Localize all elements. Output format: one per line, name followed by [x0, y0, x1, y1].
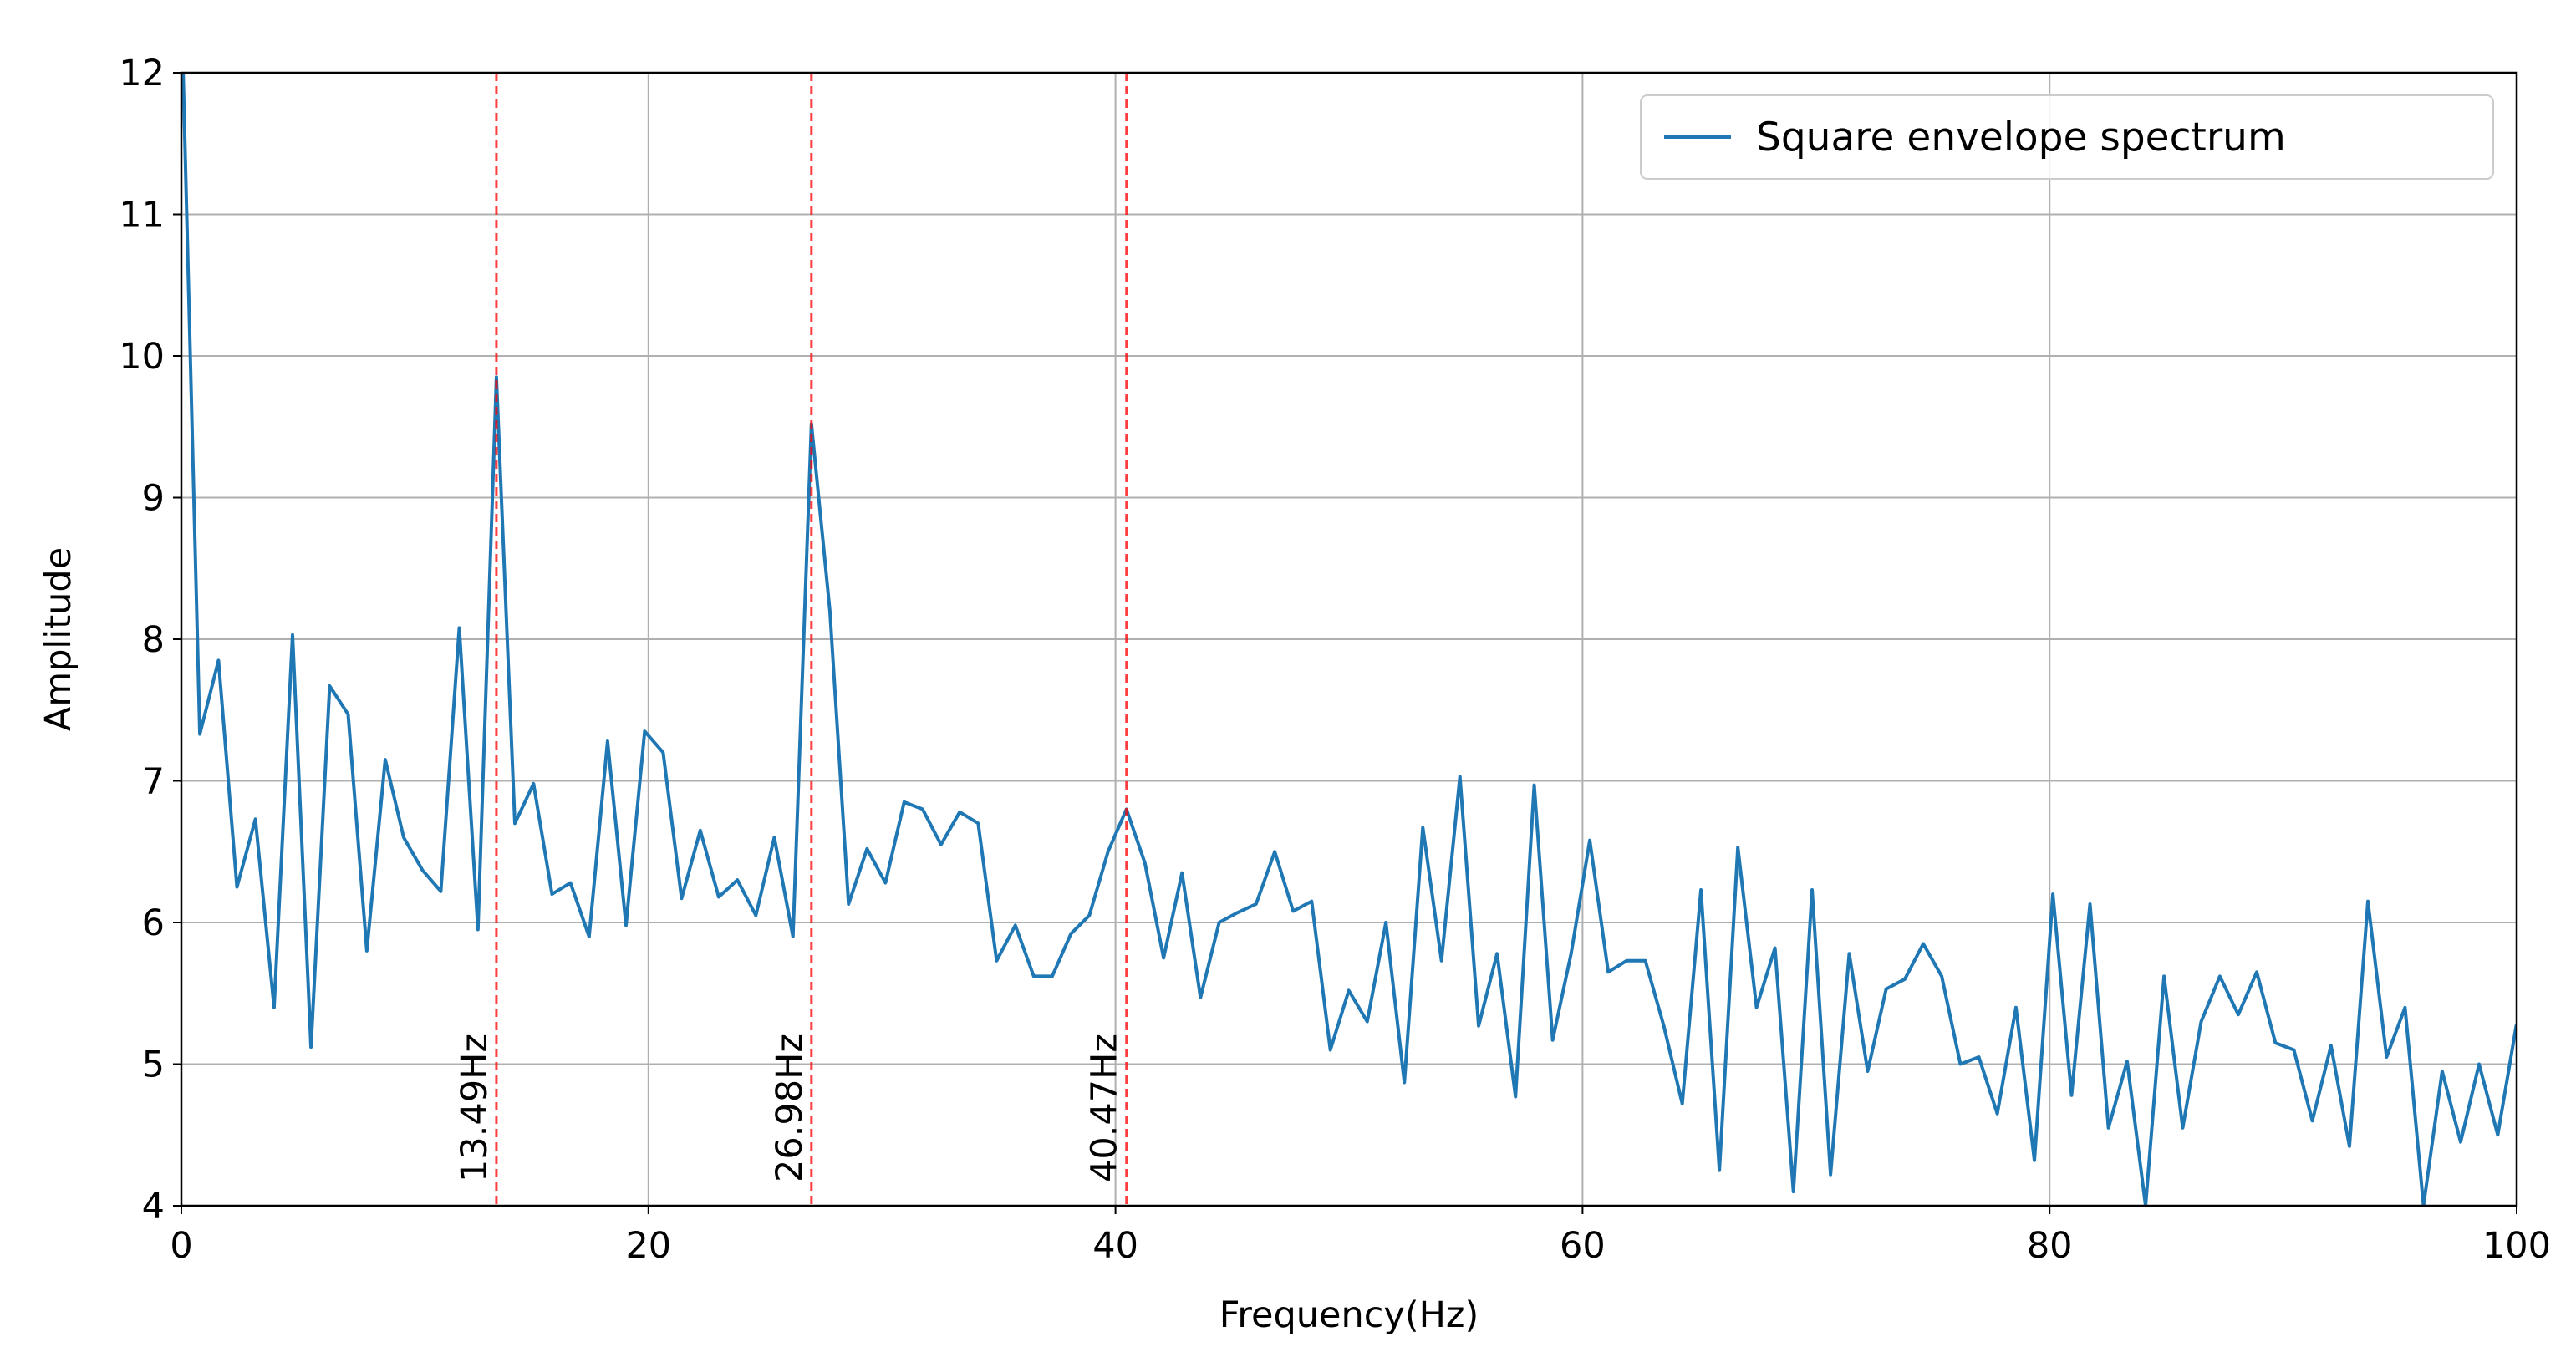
x-tick-label: 0 — [170, 1225, 192, 1267]
y-tick-label: 4 — [142, 1186, 165, 1227]
y-tick-label: 12 — [119, 53, 165, 94]
legend: Square envelope spectrum — [1640, 94, 2494, 180]
marker-label: 26.98Hz — [769, 1034, 811, 1182]
y-tick-label: 11 — [119, 195, 165, 236]
legend-label: Square envelope spectrum — [1756, 114, 2286, 160]
x-tick-label: 20 — [625, 1225, 671, 1267]
plot-frame — [180, 71, 2518, 1207]
x-tick-label: 100 — [2482, 1225, 2551, 1267]
y-axis-label: Amplitude — [38, 547, 79, 731]
y-tick-label: 10 — [119, 336, 165, 378]
overlay: 4 5 6 7 8 9 10 11 12 0 20 40 60 80 100 13.49Hz 26.98Hz 40… — [119, 53, 2551, 1267]
y-tick-label: 6 — [142, 902, 165, 944]
marker-label: 40.47Hz — [1084, 1034, 1126, 1182]
y-tick-label: 9 — [142, 478, 165, 520]
legend-box — [1640, 94, 2494, 180]
series-line — [181, 73, 2517, 1206]
x-tick-label: 60 — [1560, 1225, 1606, 1267]
grid — [181, 72, 2517, 1207]
x-axis-label: Frequency(Hz) — [1219, 1294, 1479, 1336]
x-tick-label: 80 — [2027, 1225, 2073, 1267]
y-tick-label: 8 — [142, 619, 165, 661]
y-tick-label: 5 — [142, 1044, 165, 1086]
x-tick-label: 40 — [1092, 1225, 1138, 1267]
plot-area — [181, 73, 2517, 1206]
y-tick-label: 7 — [142, 761, 165, 803]
marker-label: 13.49Hz — [454, 1034, 496, 1182]
